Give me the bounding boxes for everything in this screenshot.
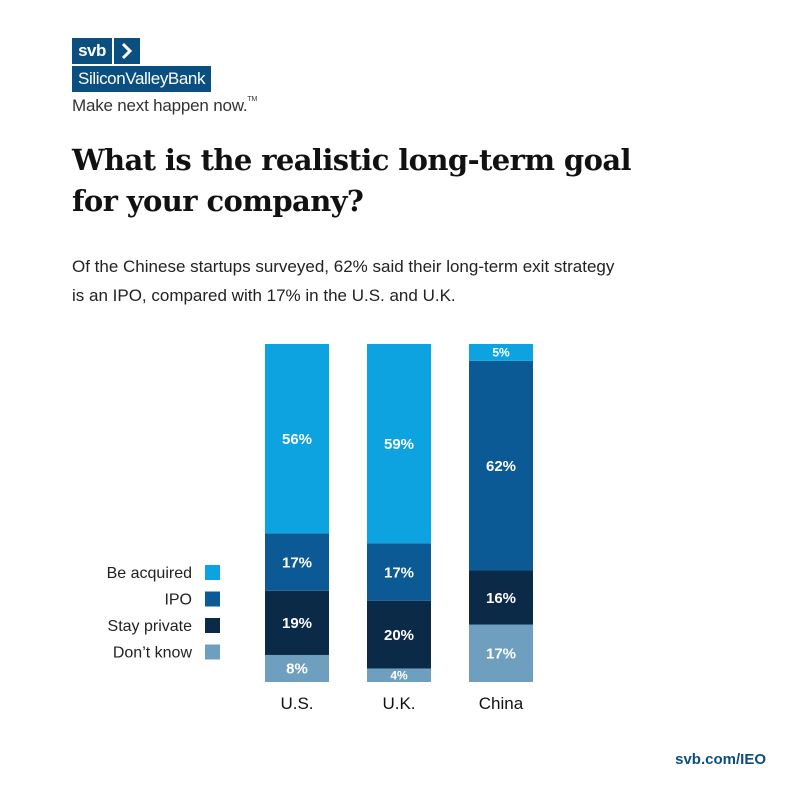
data-label: 8% [286,661,308,678]
legend-swatch [205,644,220,660]
data-label: 59% [384,436,414,453]
data-label: 17% [486,646,516,663]
tagline-text: Make next happen now. [72,96,248,115]
footer-link[interactable]: svb.com/IEO [675,751,766,768]
data-label: 17% [384,564,414,581]
bar-segment [265,344,329,534]
chevron-right-icon [114,38,140,64]
page-title: What is the realistic long-term goal for… [72,140,732,222]
data-label: 56% [282,431,312,448]
data-label: 16% [486,590,516,607]
chart-legend: Be acquired IPO Stay private Don’t know [107,565,220,662]
legend-swatch [205,565,220,580]
bar-segment [469,360,533,571]
bar-segment [265,533,329,591]
data-label: 20% [384,627,414,644]
legend-label: Be acquired [107,565,192,582]
bar-segment [469,570,533,625]
bar-segment [367,600,431,669]
logo-wordmark: SiliconValleyBank [72,66,212,92]
legend-label: Stay private [108,618,193,635]
bar-segment [469,344,533,361]
logo-svb-mark: svb [72,38,112,64]
bar-segment [367,668,431,682]
chart-bars: 8% 19% 17% 56% U.S. 4% 20% 17% 59% U.K. 17% 16% 62% 5… [265,344,533,713]
legend-swatch [205,618,220,633]
trademark-mark: TM [247,96,258,103]
page-title-line: for your company? [72,184,364,218]
category-label: U.S. [280,694,313,713]
data-label: 19% [282,615,312,632]
category-label: U.K. [382,694,415,713]
data-label: 62% [486,458,516,475]
legend-label: Don’t know [113,645,193,662]
page-title-line: What is the realistic long-term goal [72,143,632,177]
subtitle-line: Of the Chinese startups surveyed, 62% sa… [72,257,615,276]
data-label: 17% [282,554,312,571]
bar-segment [367,344,431,544]
bar-segment [265,590,329,655]
category-label: China [479,694,524,713]
bar-segment [469,624,533,682]
tagline: Make next happen now.TM [72,96,257,116]
chart-subtitle: Of the Chinese startups surveyed, 62% sa… [72,252,732,310]
logo: svb [72,38,140,64]
bar-segment [367,543,431,601]
data-label: 4% [390,668,408,682]
legend-swatch [205,591,220,607]
data-label: 5% [492,346,510,360]
subtitle-line: is an IPO, compared with 17% in the U.S.… [72,286,456,305]
legend-label: IPO [164,592,192,609]
bar-segment [265,654,329,682]
